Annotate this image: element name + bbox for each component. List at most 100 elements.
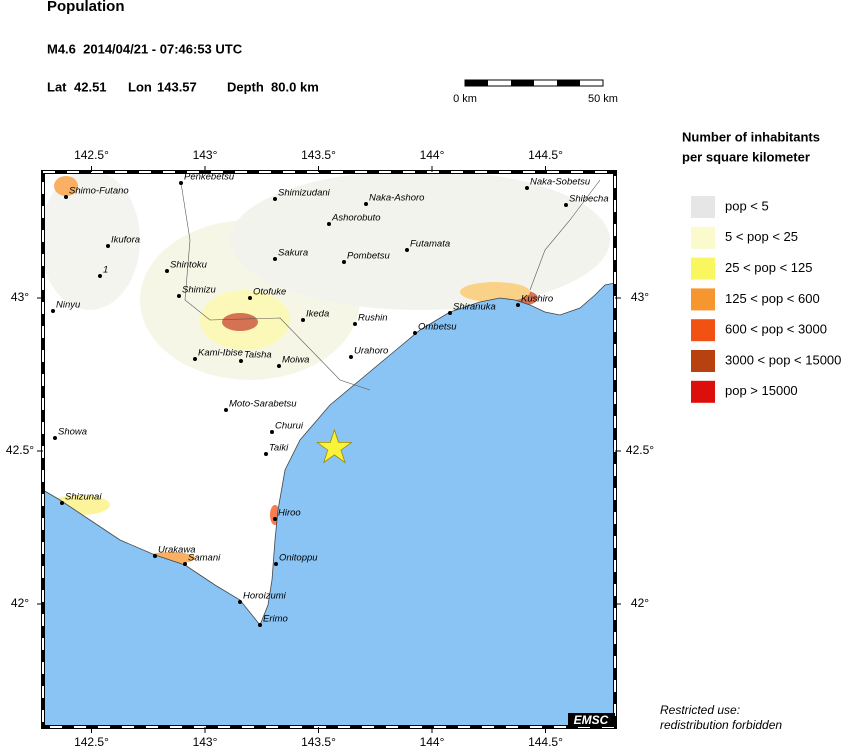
city-label: Shimizu: [182, 285, 217, 296]
city-label: Naka-Sobetsu: [530, 177, 591, 188]
city-label: Taisha: [244, 350, 272, 361]
city-dot: [274, 562, 278, 566]
depth: Depth 80.0 km: [227, 79, 319, 94]
city-dot: [248, 296, 252, 300]
city-dot: [64, 195, 68, 199]
lon-tick-label: 142.5°: [74, 735, 109, 749]
legend-label: 600 < pop < 3000: [725, 322, 827, 337]
lat-tick-label: 42.5°: [6, 443, 34, 457]
city-dot: [327, 222, 331, 226]
notice: Restricted use:: [660, 703, 740, 717]
city-dot: [564, 203, 568, 207]
legend-label: 3000 < pop < 15000: [725, 352, 841, 367]
city-dot: [51, 309, 55, 313]
lon-label: Lon: [128, 79, 152, 94]
scale-end: 50 km: [588, 93, 618, 105]
city-label: Pombetsu: [347, 251, 390, 262]
city-dot: [273, 517, 277, 521]
lat-tick-label: 42.5°: [626, 443, 654, 457]
city-label: Shizunai: [65, 492, 102, 503]
lat-label: Lat: [47, 79, 67, 94]
city-dot: [238, 600, 242, 604]
city-dot: [342, 260, 346, 264]
lat-tick-label: 42°: [631, 596, 649, 610]
city-label: Moto-Sarabetsu: [229, 399, 297, 410]
city-dot: [239, 359, 243, 363]
city-dot: [270, 430, 274, 434]
city-label: Ikufora: [111, 235, 140, 246]
lon-tick-label: 143°: [193, 148, 218, 162]
city-dot: [277, 364, 281, 368]
scale-bar: [464, 79, 604, 87]
city-label: Ashorobuto: [331, 213, 381, 224]
lon-tick-label: 143.5°: [301, 148, 336, 162]
city-dot: [364, 202, 368, 206]
city-dot: [349, 355, 353, 359]
lat-tick-label: 43°: [631, 290, 649, 304]
city-label: Hiroo: [278, 508, 301, 519]
lon-tick-label: 143.5°: [301, 735, 336, 749]
legend-swatch: [691, 196, 715, 218]
city-label: Sakura: [278, 248, 308, 259]
city-label: Horoizumi: [243, 591, 287, 602]
city-dot: [264, 452, 268, 456]
lon-value: 143.57: [157, 79, 197, 94]
city-label: 1: [103, 265, 108, 276]
badge-bg: [568, 713, 615, 727]
badge: EMSC: [574, 713, 609, 727]
legend-label: 5 < pop < 25: [725, 229, 798, 244]
legend-title: per square kilometer: [682, 149, 810, 164]
city-label: Otofuke: [253, 287, 286, 298]
lat-value: 42.51: [74, 79, 107, 94]
city-dot: [258, 623, 262, 627]
city-dot: [273, 257, 277, 261]
city-label: Churui: [275, 421, 304, 432]
city-label: Shimizudani: [278, 188, 331, 199]
legend-swatch: [691, 380, 715, 403]
legend-title: Number of inhabitants: [682, 129, 820, 144]
legend-swatch: [691, 226, 715, 249]
population: [43, 172, 610, 564]
title: Population: [47, 0, 125, 15]
city-label: Kushiro: [521, 294, 553, 305]
city-label: Ombetsu: [418, 322, 457, 333]
city-label: Samani: [188, 553, 221, 564]
city-dot: [98, 274, 102, 278]
ocean: [43, 282, 615, 727]
city-label: Penkebetsu: [184, 172, 235, 183]
legend-swatch: [691, 319, 715, 342]
city-dot: [177, 294, 181, 298]
city-dot: [448, 311, 452, 315]
city-dot: [179, 181, 183, 185]
border: [180, 179, 601, 391]
city-dot: [153, 554, 157, 558]
legend-label: 125 < pop < 600: [725, 291, 820, 306]
city-label: Futamata: [410, 239, 450, 250]
city-label: Kami-Ibise: [198, 348, 243, 359]
city-label: Shintoku: [170, 260, 208, 271]
event: M4.6 2014/04/21 - 07:46:53 UTC: [47, 41, 243, 56]
city-dot: [165, 269, 169, 273]
city-dot: [53, 436, 57, 440]
city-dot: [353, 322, 357, 326]
legend-swatch: [691, 288, 715, 311]
lon-tick-label: 144.5°: [528, 735, 563, 749]
city-label: Erimo: [263, 614, 288, 625]
frame-dash: [42, 171, 616, 728]
city-label: Naka-Ashoro: [369, 193, 424, 204]
city-dot: [224, 408, 228, 412]
notice: redistribution forbidden: [660, 718, 782, 732]
lon-tick-label: 144.5°: [528, 148, 563, 162]
epicenter: [316, 428, 353, 464]
city-label: Urahoro: [354, 346, 388, 357]
city-dot: [273, 197, 277, 201]
city-label: Ninyu: [56, 300, 81, 311]
scale-start: 0 km: [453, 93, 477, 105]
lon-tick-label: 143°: [193, 735, 218, 749]
city-label: Taiki: [269, 443, 289, 454]
city-dot: [516, 303, 520, 307]
lon-tick-label: 144°: [420, 148, 445, 162]
city-label: Urakawa: [158, 545, 196, 556]
legend-label: 25 < pop < 125: [725, 260, 812, 275]
